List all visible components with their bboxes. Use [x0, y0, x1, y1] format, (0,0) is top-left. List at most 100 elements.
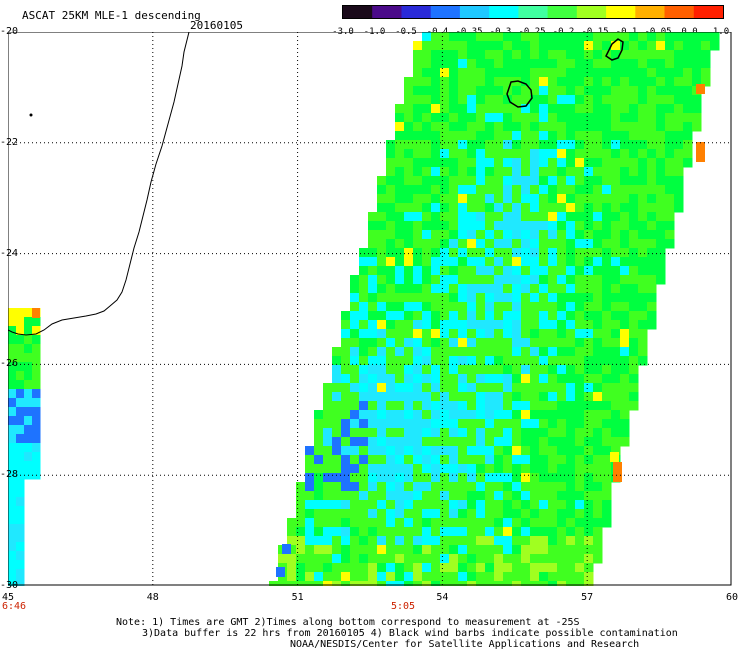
- swath-cell: [359, 518, 369, 528]
- swath-cell: [503, 446, 513, 456]
- swath-cell: [377, 491, 387, 501]
- swath-cell: [485, 284, 495, 294]
- swath-cell: [638, 257, 648, 267]
- swath-cell: [696, 84, 705, 94]
- swath-cell: [530, 392, 540, 402]
- swath-cell: [359, 419, 369, 429]
- swath-cell: [377, 500, 387, 510]
- swath-cell: [521, 464, 531, 474]
- swath-cell: [404, 167, 414, 177]
- swath-cell: [332, 347, 342, 357]
- swath-cell: [467, 275, 477, 285]
- swath-cell: [584, 527, 594, 537]
- swath-cell: [620, 347, 630, 357]
- swath-cell: [584, 185, 594, 195]
- swath-cell: [494, 239, 504, 249]
- swath-cell: [602, 266, 612, 276]
- swath-cell: [575, 356, 585, 366]
- swath-cell: [494, 257, 504, 267]
- swath-cell: [674, 104, 684, 114]
- swath-cell: [422, 455, 432, 465]
- swath-cell: [404, 284, 414, 294]
- swath-cell: [701, 41, 711, 51]
- swath-cell: [665, 104, 675, 114]
- swath-cell: [548, 275, 558, 285]
- swath-cell: [485, 203, 495, 213]
- swath-cell: [431, 455, 441, 465]
- swath-cell: [467, 500, 477, 510]
- swath-cell: [413, 59, 423, 69]
- swath-cell: [395, 158, 405, 168]
- swath-cell: [395, 527, 405, 537]
- swath-cell: [476, 257, 486, 267]
- swath-cell: [323, 527, 333, 537]
- swath-cell: [530, 77, 540, 87]
- swath-cell: [467, 293, 477, 303]
- swath-cell: [368, 446, 378, 456]
- swath-cell: [413, 185, 423, 195]
- swath-cell: [584, 275, 594, 285]
- swath-cell: [530, 401, 540, 411]
- swath-cell: [377, 419, 387, 429]
- swath-cell: [494, 212, 504, 222]
- swath-cell: [404, 239, 414, 249]
- swath-cell: [449, 455, 459, 465]
- swath-cell: [431, 266, 441, 276]
- swath-cell: [440, 203, 450, 213]
- longitude-label: 57: [581, 592, 594, 603]
- swath-cell: [413, 500, 423, 510]
- swath-cell: [485, 311, 495, 321]
- swath-cell: [32, 398, 41, 408]
- swath-cell: [368, 428, 378, 438]
- swath-cell: [638, 149, 648, 159]
- swath-cell: [431, 113, 441, 123]
- swath-cell: [593, 86, 603, 96]
- swath-cell: [8, 362, 17, 372]
- swath-cell: [593, 518, 603, 528]
- swath-cell: [656, 239, 666, 249]
- swath-cell: [431, 581, 441, 586]
- swath-cell: [566, 167, 576, 177]
- swath-cell: [566, 329, 576, 339]
- colorbar-swatch: [693, 6, 723, 18]
- swath-cell: [557, 311, 567, 321]
- swath-cell: [629, 320, 639, 330]
- swath-cell: [584, 284, 594, 294]
- swath-cell: [467, 41, 477, 51]
- swath-cell: [431, 248, 441, 258]
- swath-cell: [431, 500, 441, 510]
- swath-cell: [521, 554, 531, 564]
- swath-cell: [332, 509, 342, 519]
- swath-cell: [638, 311, 648, 321]
- swath-cell: [566, 527, 576, 537]
- swath-cell: [323, 437, 333, 447]
- colorbar: [342, 5, 724, 19]
- swath-cell: [512, 419, 522, 429]
- swath-cell: [458, 212, 468, 222]
- swath-cell: [566, 536, 576, 546]
- swath-cell: [32, 317, 41, 327]
- swath-cell: [611, 221, 621, 231]
- swath-cell: [449, 410, 459, 420]
- swath-cell: [440, 185, 450, 195]
- swath-cell: [359, 437, 369, 447]
- swath-cell: [512, 437, 522, 447]
- swath-cell: [521, 473, 531, 483]
- swath-cell: [503, 194, 513, 204]
- swath-cell: [422, 212, 432, 222]
- swath-cell: [602, 230, 612, 240]
- swath-cell: [395, 311, 405, 321]
- swath-cell: [521, 401, 531, 411]
- swath-cell: [440, 311, 450, 321]
- swath-cell: [16, 578, 25, 586]
- swath-cell: [683, 113, 693, 123]
- swath-cell: [422, 185, 432, 195]
- swath-cell: [467, 131, 477, 141]
- swath-cell: [413, 149, 423, 159]
- swath-cell: [566, 392, 576, 402]
- latitude-label: -20: [0, 26, 19, 37]
- swath-cell: [602, 140, 612, 150]
- swath-cell: [593, 554, 603, 564]
- swath-cell: [566, 104, 576, 114]
- swath-cell: [638, 158, 648, 168]
